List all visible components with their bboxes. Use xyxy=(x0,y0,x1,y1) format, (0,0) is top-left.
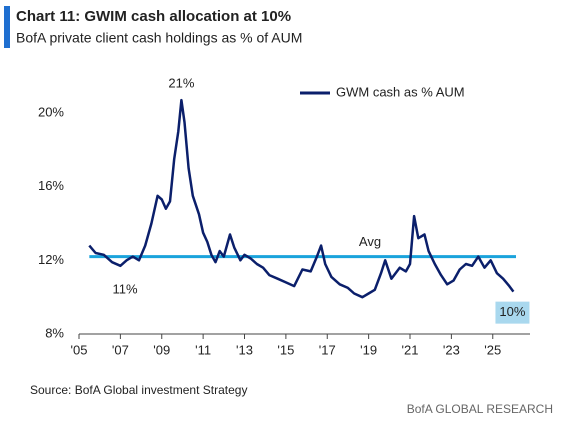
footer: BofA GLOBAL RESEARCH xyxy=(407,402,553,416)
x-tick-label: '07 xyxy=(112,342,129,357)
title-bar xyxy=(4,6,10,48)
legend-label: GWM cash as % AUM xyxy=(336,84,465,99)
series-line xyxy=(88,98,515,299)
annotation-box xyxy=(495,301,530,324)
annotation: 11% xyxy=(112,281,137,296)
annotation: 21% xyxy=(168,76,194,91)
x-tick-label: '17 xyxy=(319,342,336,357)
y-tick-label: 16% xyxy=(38,178,64,193)
x-tick-label: '25 xyxy=(484,342,501,357)
x-tick-label: '05 xyxy=(71,342,88,357)
x-tick-label: '23 xyxy=(443,342,460,357)
average-label: Avg xyxy=(359,234,381,249)
source: Source: BofA Global investment Strategy xyxy=(30,383,247,397)
x-tick-label: '11 xyxy=(195,342,211,357)
x-tick-label: '13 xyxy=(236,342,253,357)
chart-title: Chart 11: GWIM cash allocation at 10% xyxy=(16,8,291,25)
y-tick-label: 8% xyxy=(45,325,64,340)
y-tick-label: 20% xyxy=(38,104,64,119)
x-tick-label: '09 xyxy=(153,342,170,357)
x-tick-label: '15 xyxy=(277,342,294,357)
chart-subtitle: BofA private client cash holdings as % o… xyxy=(16,30,302,46)
x-tick-label: '21 xyxy=(402,342,419,357)
x-tick-label: '19 xyxy=(360,342,377,357)
annotation: 10% xyxy=(499,304,525,319)
y-tick-label: 12% xyxy=(38,252,64,267)
